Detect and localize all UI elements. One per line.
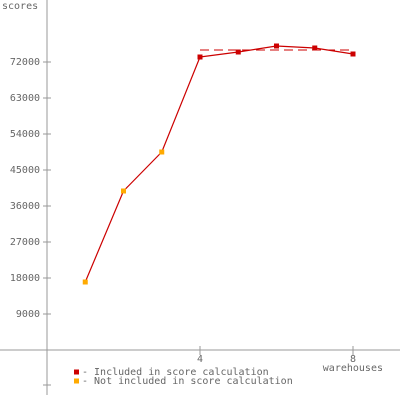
x-tick-label: 4 — [197, 354, 203, 365]
point — [121, 188, 126, 194]
y-tick-label: 27000 — [10, 237, 40, 248]
line-segment — [123, 151, 163, 192]
line-segment — [314, 47, 354, 55]
point — [350, 51, 356, 57]
legend-label: - Not included in score calculation — [82, 376, 293, 387]
point — [159, 149, 165, 155]
point — [235, 49, 241, 55]
y-tick-label: 45000 — [10, 165, 40, 176]
line-segment — [199, 51, 239, 58]
y-tick-label: 18000 — [10, 273, 40, 284]
x-tick-label: 8 — [350, 354, 356, 365]
line-segment — [238, 45, 277, 53]
y-tick-label: 54000 — [10, 129, 40, 140]
y-tick-label: 72000 — [10, 57, 40, 68]
y-tick-label: 63000 — [10, 93, 40, 104]
y-tick-label: 36000 — [10, 201, 40, 212]
point — [274, 43, 279, 49]
line-segment — [84, 190, 125, 283]
point — [82, 279, 88, 285]
point — [312, 45, 318, 51]
point — [197, 54, 203, 60]
legend-marker — [74, 378, 79, 384]
x-axis-label: warehouses — [323, 363, 383, 374]
line-segment — [276, 45, 315, 49]
y-tick-label: 9000 — [16, 309, 40, 320]
legend-marker — [74, 369, 79, 375]
legend-label: - Included in score calculation — [82, 367, 269, 378]
y-axis-label: scores — [2, 1, 38, 12]
line-segment — [161, 56, 201, 153]
